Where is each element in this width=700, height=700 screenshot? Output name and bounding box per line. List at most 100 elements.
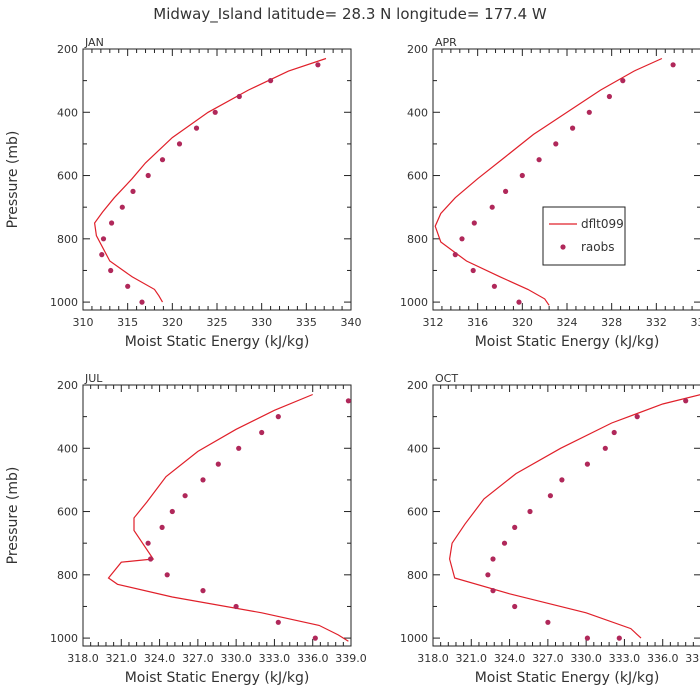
y-tick-label: 400 [407,442,428,455]
data-point-raobs [559,477,565,483]
legend-entry-label: dflt099 [581,217,624,231]
plot-area [434,57,676,306]
data-point-raobs [545,619,551,625]
data-point-raobs [512,603,518,610]
data-point-raobs [312,635,318,641]
x-tick-label: 336 [691,316,700,329]
y-tick-label: 400 [57,106,78,119]
panel-apr: APR 312 316 320 324 328 332 336 200 400 600 800 1000… [400,36,700,350]
y-tick-label: 1000 [50,632,78,645]
data-point-raobs [200,477,206,483]
data-point-raobs [182,493,188,499]
x-tick-label: 318.0 [417,652,449,665]
x-tick-label: 316 [467,316,488,329]
data-point-raobs [159,157,166,163]
plot-frame [432,384,700,647]
x-tick-label: 321.0 [106,652,138,665]
data-point-raobs [584,635,591,641]
data-point-raobs [616,635,622,641]
panel-label: OCT [435,372,458,385]
y-tick-label: 1000 [400,296,428,309]
x-axis-label: Moist Static Energy (kJ/kg) [125,670,310,686]
y-tick-label: 200 [407,379,428,392]
data-point-raobs [145,172,151,179]
panel-label: JAN [84,36,104,49]
x-tick-label: 324 [557,316,578,329]
data-point-raobs [634,414,640,420]
data-point-raobs [169,508,175,515]
y-tick-label: 800 [57,569,78,582]
data-point-raobs [512,524,518,531]
data-point-raobs [471,220,477,226]
data-point-raobs [139,299,145,305]
plot-area [107,393,351,642]
data-point-raobs [108,267,114,274]
x-tick-label: 312 [423,316,444,329]
y-tick-label: 400 [57,442,78,455]
panels: JAN 310 315 320 325 330 335 340 200 400 600 800 1000… [5,36,700,686]
data-point-raobs [148,556,154,562]
data-point-raobs [212,109,218,115]
data-point-raobs [683,398,689,404]
y-tick-label: 200 [57,43,78,56]
x-tick-label: 339.0 [335,652,367,665]
x-tick-label: 330.0 [220,652,252,665]
data-point-raobs [670,62,676,68]
x-tick-label: 330.0 [570,652,602,665]
data-point-raobs [345,398,351,404]
y-tick-label: 1000 [400,632,428,645]
data-point-raobs [99,252,105,258]
figure-title: Midway_Island latitude= 28.3 N longitude… [153,5,547,24]
data-point-raobs [236,445,242,451]
plot-area [448,394,700,641]
data-point-raobs [620,78,626,84]
data-point-raobs [606,93,613,100]
series-line-dflt099 [434,57,663,306]
x-tick-label: 330 [251,316,272,329]
y-tick-label: 800 [407,569,428,582]
data-point-raobs [586,109,592,115]
data-point-raobs [490,588,496,594]
y-tick-label: 200 [57,379,78,392]
panel-jan: JAN 310 315 320 325 330 335 340 200 400 600 800 1000… [5,36,362,350]
legend-entry-label: raobs [581,240,615,254]
data-point-raobs [519,172,525,179]
data-point-raobs [193,125,200,131]
y-tick-label: 1000 [50,296,78,309]
x-tick-label: 333.0 [609,652,641,665]
data-point-raobs [570,125,576,131]
legend-box [542,206,626,266]
data-point-raobs [547,493,554,499]
panel-jul: JUL 318.0 321.0 324.0 327.0 330.0 333.0 336.0 33… [5,372,367,686]
data-point-raobs [275,619,281,625]
data-point-raobs [215,461,221,467]
x-tick-label: 320 [162,316,183,329]
x-tick-label: 327.0 [182,652,214,665]
y-tick-label: 800 [57,233,78,246]
x-tick-label: 328 [601,316,622,329]
data-point-raobs [491,283,497,289]
series-line-dflt099 [93,57,327,303]
y-axis-label: Pressure (mb) [5,467,21,565]
x-tick-label: 339.0 [685,652,700,665]
y-tick-label: 800 [407,233,428,246]
data-point-raobs [125,283,131,289]
data-point-raobs [119,204,125,210]
data-point-raobs [109,220,115,226]
x-tick-label: 333.0 [259,652,291,665]
data-point-raobs [459,236,465,242]
data-point-raobs [536,157,542,163]
x-tick-label: 340 [341,316,362,329]
data-point-raobs [611,429,617,436]
legend-point-swatch [560,244,566,250]
x-axis-label: Moist Static Energy (kJ/kg) [125,334,310,350]
x-tick-label: 324.0 [144,652,176,665]
panel-oct: OCT 318.0 321.0 324.0 327.0 330.0 333.0 336.0 33… [400,372,700,686]
data-point-raobs [200,588,206,594]
x-axis-label: Moist Static Energy (kJ/kg) [475,334,660,350]
x-tick-label: 336.0 [647,652,679,665]
x-tick-label: 321.0 [456,652,488,665]
data-point-raobs [236,93,242,100]
x-tick-label: 310 [73,316,94,329]
